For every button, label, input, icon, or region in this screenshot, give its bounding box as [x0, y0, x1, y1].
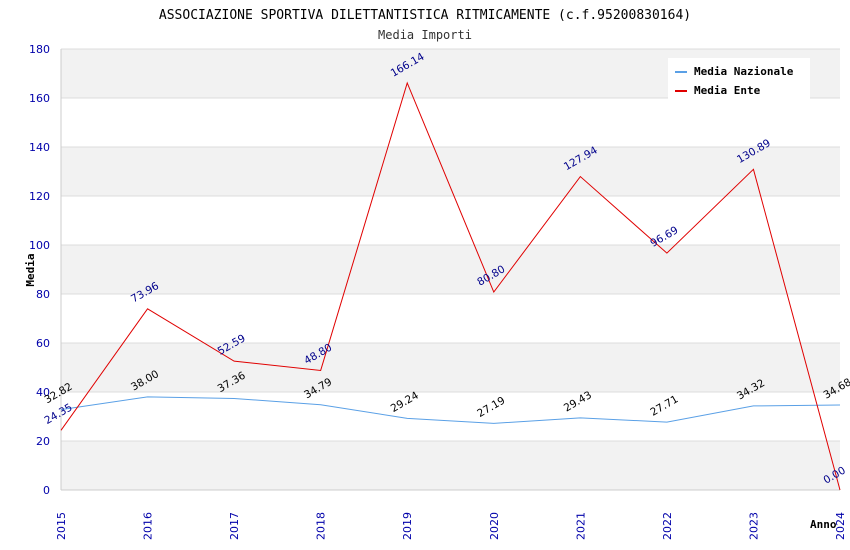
gridlines: [61, 48, 840, 491]
y-axis-label: Media: [24, 253, 37, 286]
x-tick-label: 2019: [401, 512, 414, 540]
background-band: [61, 245, 840, 294]
legend-box: [668, 58, 810, 102]
x-tick-label: 2021: [574, 512, 587, 540]
x-tick-label: 2016: [142, 512, 155, 540]
x-tick-label: 2018: [315, 512, 328, 540]
x-tick-label: 2024: [834, 512, 847, 540]
x-tick-label: 2015: [55, 512, 68, 540]
x-tick-label: 2017: [228, 512, 241, 540]
y-tick-label: 100: [29, 239, 50, 252]
legend: Media Nazionale Media Ente: [668, 58, 810, 102]
y-tick-label: 80: [36, 288, 50, 301]
series-lines: [60, 81, 841, 491]
series-line-media-ente: [60, 81, 841, 491]
chart-subtitle: Media Importi: [378, 28, 472, 42]
y-tick-label: 140: [29, 141, 50, 154]
x-tick-label: 2022: [661, 512, 674, 540]
plot-background-bands: [61, 49, 840, 490]
data-label: 27.71: [648, 393, 680, 418]
y-tick-label: 20: [36, 435, 50, 448]
y-tick-label: 180: [29, 43, 50, 56]
background-band: [61, 441, 840, 490]
legend-label-media-nazionale: Media Nazionale: [694, 65, 794, 78]
x-tick-label: 2020: [488, 512, 501, 540]
chart-title: ASSOCIAZIONE SPORTIVA DILETTANTISTICA RI…: [159, 8, 691, 23]
axes: [60, 49, 840, 491]
y-tick-label: 40: [36, 386, 50, 399]
y-tick-label: 120: [29, 190, 50, 203]
x-tick-label: 2023: [747, 512, 760, 540]
y-tick-label: 0: [43, 484, 50, 497]
data-label: 27.19: [475, 395, 507, 420]
background-band: [61, 343, 840, 392]
data-label: 29.24: [389, 389, 421, 415]
y-tick-label: 60: [36, 337, 50, 350]
y-tick-label: 160: [29, 92, 50, 105]
series-line-media-nazionale: [60, 396, 841, 424]
x-tick-labels: 2015 2016 2017 2018 2019 2020 2021 2022 2023 2024: [55, 512, 847, 540]
data-label: 29.43: [562, 389, 594, 414]
legend-label-media-ente: Media Ente: [694, 84, 761, 97]
x-axis-label: Anno: [810, 518, 837, 531]
data-label: 32.82: [43, 381, 75, 406]
y-tick-labels: 0 20 40 60 80 100 120 140 160 180: [29, 43, 50, 497]
